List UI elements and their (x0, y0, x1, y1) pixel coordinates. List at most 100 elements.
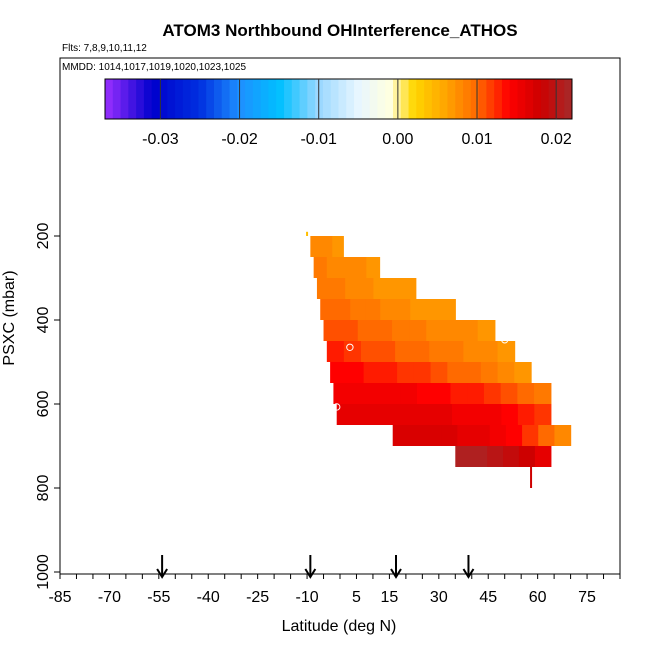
heatmap-cell (340, 320, 359, 341)
heatmap-cell (530, 467, 533, 488)
heatmap-cell (383, 383, 401, 404)
heatmap-cell (518, 446, 536, 467)
colorbar-segment (533, 79, 542, 119)
y-axis: 200 400 600 800 1000 (35, 223, 60, 590)
heatmap-cell (497, 341, 516, 362)
heatmap-cell (441, 425, 458, 446)
heatmap-cell (346, 362, 365, 383)
heatmap-cell (483, 383, 502, 404)
colorbar-segment (245, 79, 254, 119)
x-tick-label: 75 (578, 589, 596, 606)
heatmap-cell (554, 425, 572, 446)
colorbar-segment (105, 79, 114, 119)
colorbar-tick-label: 0.00 (382, 131, 413, 148)
heatmap-cell (374, 320, 393, 341)
x-tick-label: -55 (147, 589, 170, 606)
y-tick-label: 200 (35, 223, 52, 250)
colorbar-segment (517, 79, 526, 119)
sample-markers (333, 336, 575, 417)
heatmap-cell (446, 341, 464, 362)
colorbar-segment (182, 79, 192, 119)
colorbar-segment (268, 79, 277, 119)
heatmap-cell (534, 404, 552, 425)
colorbar-segment (486, 79, 495, 119)
y-tick-label: 400 (35, 307, 52, 334)
colorbar-segment (167, 79, 176, 119)
colorbar (104, 78, 573, 120)
heatmap-cell (464, 362, 482, 383)
colorbar-segment (361, 79, 371, 119)
flight-arrow (156, 555, 168, 579)
colorbar-segment (322, 79, 332, 119)
y-tick-label: 1000 (35, 554, 52, 590)
colorbar-segment (548, 79, 557, 119)
heatmap-cell (331, 278, 346, 299)
heatmap-cell (473, 425, 491, 446)
colorbar-segment (276, 79, 285, 119)
heatmap-cell (316, 278, 332, 299)
heatmap-cell (517, 404, 535, 425)
colorbar-segment (431, 79, 441, 119)
heatmap-cell (487, 446, 504, 467)
colorbar-segment (237, 79, 246, 119)
y-tick-label: 800 (35, 475, 52, 502)
heatmap-cell (345, 278, 360, 299)
colorbar-tick-label: -0.02 (221, 131, 258, 148)
heatmap-cell (350, 299, 366, 320)
heatmap-cell (503, 446, 520, 467)
colorbar-segment (439, 79, 448, 119)
colorbar-tick-label: -0.01 (300, 131, 337, 148)
colorbar-segment (501, 79, 511, 119)
heatmap-cell (440, 299, 456, 320)
heatmap-cell (380, 299, 396, 320)
heatmap-cell (501, 404, 519, 425)
mmdd-label: MMDD: 1014,1017,1019,1020,1023,1025 (62, 62, 246, 73)
heatmap-cell (450, 383, 468, 404)
heatmap-cell (452, 404, 470, 425)
colorbar-segment (494, 79, 503, 119)
heatmap-cell (457, 425, 475, 446)
colorbar-tick-label: 0.01 (461, 131, 492, 148)
heatmap-cell (326, 257, 341, 278)
heatmap-cell (401, 278, 417, 299)
heatmap-cell (500, 383, 518, 404)
heatmap-cell (350, 383, 368, 404)
heatmap-cell (357, 320, 376, 341)
colorbar-segment (198, 79, 207, 119)
x-tick-label: 60 (529, 589, 547, 606)
colorbar-tick-label: -0.03 (142, 131, 179, 148)
heatmap-cell (426, 320, 445, 341)
x-tick-label: 5 (352, 589, 361, 606)
colorbar-segment (112, 79, 122, 119)
heatmap-cell (455, 446, 472, 467)
heatmap-cell (402, 404, 420, 425)
flights-label: Flts: 7,8,9,10,11,12 (62, 43, 147, 54)
colorbar-segment (525, 79, 534, 119)
x-tick-label: -40 (197, 589, 220, 606)
chart-title: ATOM3 Northbound OHInterference_ATHOS (162, 21, 517, 40)
colorbar-segment (478, 79, 487, 119)
x-tick-label: 45 (479, 589, 497, 606)
colorbar-segment (385, 79, 394, 119)
heatmap-cell (326, 341, 345, 362)
heatmap-cell (463, 341, 482, 362)
heatmap-cell (425, 299, 441, 320)
heatmap-cell (397, 362, 415, 383)
heatmap-cell (336, 404, 354, 425)
colorbar-segment (392, 79, 402, 119)
heatmap-cell (471, 446, 488, 467)
heatmap-cell (320, 299, 336, 320)
colorbar-segment (190, 79, 199, 119)
colorbar-segment (252, 79, 262, 119)
flight-arrow (304, 555, 317, 579)
sample-marker (566, 408, 575, 417)
heatmap-cell (443, 320, 462, 341)
heatmap-cell (484, 404, 503, 425)
heatmap-cell (480, 362, 499, 383)
heatmap-cell (497, 362, 515, 383)
heatmap-cell (330, 362, 348, 383)
colorbar-segment (213, 79, 223, 119)
heatmap-cell (333, 383, 351, 404)
x-tick-label: -25 (246, 589, 269, 606)
colorbar-segment (143, 79, 153, 119)
